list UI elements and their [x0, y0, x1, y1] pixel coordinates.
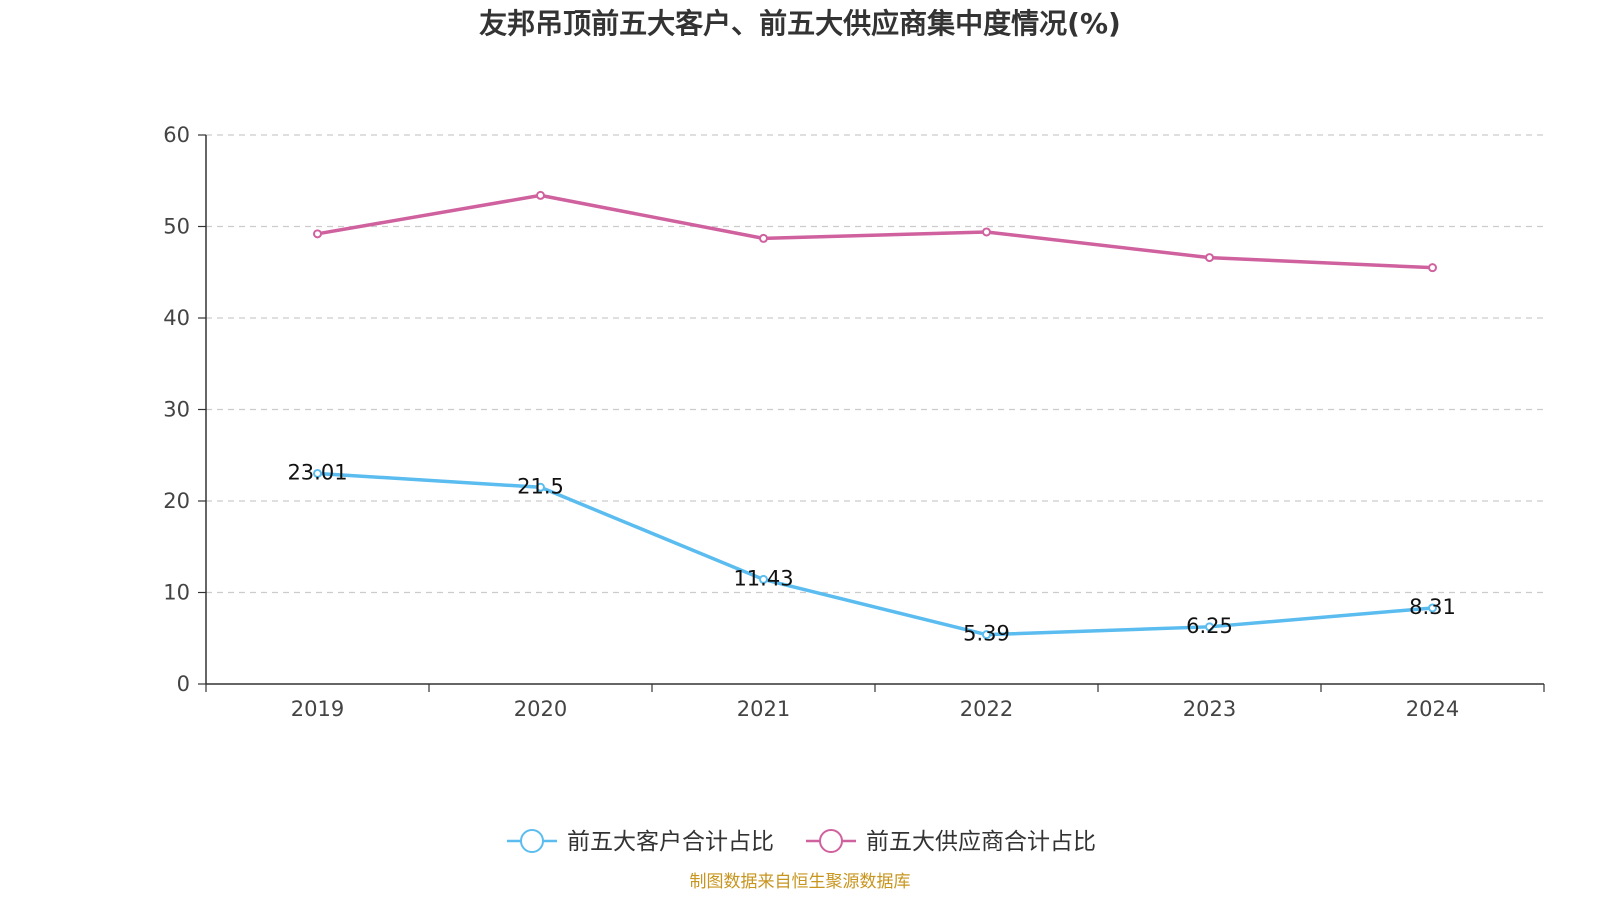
legend-item-0[interactable]: 前五大客户合计占比 [507, 829, 774, 855]
y-tick-label-10: 10 [163, 581, 190, 605]
series-lines [313, 190, 1437, 640]
data-label-2022: 5.39 [963, 622, 1010, 646]
data-label-2020: 21.5 [517, 474, 564, 498]
data-label-2023: 6.25 [1186, 614, 1233, 638]
x-tick-label-2019: 2019 [291, 697, 344, 721]
data-label-2024: 8.31 [1409, 595, 1456, 619]
series-0-point-2021[interactable] [759, 574, 768, 584]
grid-lines [206, 134, 1544, 594]
series-1-point-2023[interactable] [1205, 253, 1214, 263]
x-tick-label-2021: 2021 [737, 697, 790, 721]
series-1-point-2022[interactable] [982, 227, 991, 237]
series-0-point-2020[interactable] [536, 482, 545, 492]
legend-marker-0 [520, 829, 544, 853]
series-1-point-2024[interactable] [1428, 263, 1437, 273]
x-tick-label-2024: 2024 [1406, 697, 1459, 721]
series-1-point-2019[interactable] [313, 229, 322, 239]
legend[interactable]: 前五大客户合计占比 前五大供应商合计占比 [507, 829, 1096, 855]
chart-title: 友邦吊顶前五大客户、前五大供应商集中度情况(%) [479, 7, 1121, 40]
x-tick-label-2020: 2020 [514, 697, 567, 721]
data-label-2021: 11.43 [733, 566, 793, 590]
data-label-2019: 23.01 [287, 460, 347, 484]
axes: 0 10 20 30 40 50 60 2019 2020 2021 2022 2023 2024 [163, 123, 1545, 721]
series-1-point-2020[interactable] [536, 190, 545, 200]
series-line-1 [315, 193, 1435, 270]
series-0-point-2019[interactable] [313, 468, 322, 478]
y-tick-label-40: 40 [163, 306, 190, 330]
legend-label-0: 前五大客户合计占比 [567, 829, 774, 855]
y-tick-label-50: 50 [163, 215, 190, 239]
y-tick-label-0: 0 [177, 672, 190, 696]
data-labels: 23.01 21.5 11.43 5.39 6.25 8.31 [287, 460, 1455, 645]
x-tick-label-2022: 2022 [960, 697, 1013, 721]
series-1-point-2021[interactable] [759, 233, 768, 243]
source-note: 制图数据来自恒生聚源数据库 [690, 872, 911, 892]
series-line-0 [315, 471, 1435, 637]
series-0-point-2024[interactable] [1428, 603, 1437, 613]
y-tick-label-30: 30 [163, 398, 190, 422]
legend-item-1[interactable]: 前五大供应商合计占比 [806, 829, 1096, 855]
legend-marker-1 [819, 829, 843, 853]
series-0-point-2022[interactable] [982, 630, 991, 640]
y-tick-label-60: 60 [163, 123, 190, 147]
x-tick-label-2023: 2023 [1183, 697, 1236, 721]
legend-label-1: 前五大供应商合计占比 [866, 829, 1096, 855]
series-0-point-2023[interactable] [1205, 622, 1214, 632]
y-tick-label-20: 20 [163, 489, 190, 513]
